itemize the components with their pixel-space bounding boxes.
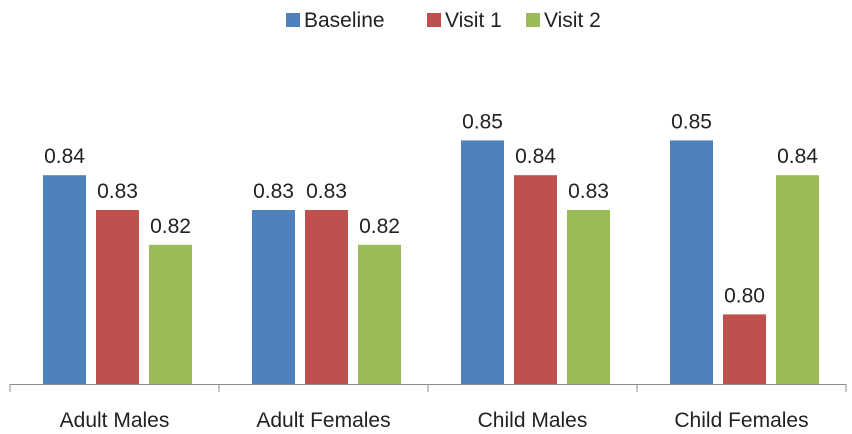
data-label-group: 0.84 0.83 0.82 0.83 0.83 0.82 0.85 0.84 0.83 0.85… (44, 110, 818, 307)
category-label-group: Adult Males Adult Females Child Males Child… (60, 409, 809, 432)
bar-1-2 (252, 210, 295, 384)
bar-1-3 (461, 140, 504, 384)
bar-3-1 (149, 244, 192, 384)
x-axis-ticks (9, 384, 847, 392)
data-label-1-1: 0.84 (44, 145, 85, 168)
bar-3-4 (776, 175, 819, 384)
data-label-3-2: 0.82 (359, 215, 400, 238)
x-tick-label-4: Child Females (674, 409, 808, 432)
x-tick-label-3: Child Males (478, 409, 588, 432)
legend-swatch-1 (286, 13, 300, 27)
data-label-3-3: 0.83 (568, 180, 609, 203)
data-label-3-1: 0.82 (150, 215, 191, 238)
bar-2-2 (305, 210, 348, 384)
data-label-2-1: 0.83 (97, 180, 138, 203)
bar-2-3 (514, 175, 557, 384)
bar-3-2 (358, 244, 401, 384)
bar-2-4 (723, 314, 766, 384)
bar-1-1 (43, 175, 86, 384)
bar-1-4 (670, 140, 713, 384)
legend-label-1: Baseline (304, 9, 385, 32)
data-label-1-3: 0.85 (462, 110, 503, 133)
data-label-1-4: 0.85 (671, 110, 712, 133)
data-label-1-2: 0.83 (253, 180, 294, 203)
bar-group (43, 140, 819, 384)
legend: Baseline Visit 1 Visit 2 (286, 9, 601, 32)
bar-3-3 (567, 210, 610, 384)
x-tick-label-2: Adult Females (256, 409, 390, 432)
data-label-3-4: 0.84 (777, 145, 818, 168)
data-label-2-2: 0.83 (306, 180, 347, 203)
legend-swatch-3 (526, 13, 540, 27)
legend-label-3: Visit 2 (544, 9, 601, 32)
bar-2-1 (96, 210, 139, 384)
x-tick-label-1: Adult Males (60, 409, 170, 432)
data-label-2-4: 0.80 (724, 284, 765, 307)
data-label-2-3: 0.84 (515, 145, 556, 168)
legend-swatch-2 (427, 13, 441, 27)
legend-label-2: Visit 1 (445, 9, 502, 32)
